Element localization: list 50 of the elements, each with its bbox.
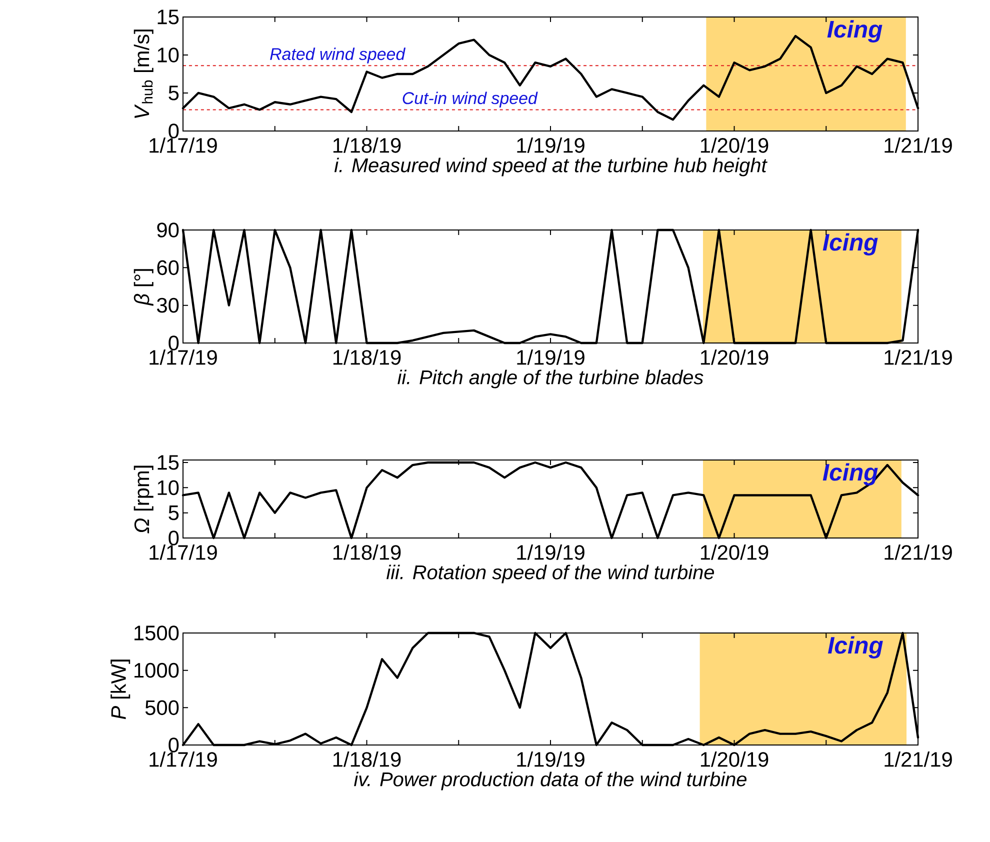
ref-line-label: Rated wind speed [270, 48, 406, 64]
y-tick-label: 5 [168, 506, 179, 520]
x-tick-label: 1/21/19 [884, 350, 952, 365]
y-tick-label: 5 [168, 86, 179, 100]
x-axis-title: iv. Power production data of the wind turbine [354, 772, 746, 790]
y-tick-label: 15 [158, 455, 179, 470]
y-tick-label: 90 [157, 222, 179, 238]
band-label: Icing [822, 233, 878, 256]
y-tick-label: 10 [158, 48, 179, 62]
y-tick-label: 10 [158, 480, 179, 496]
y-tick-label: 30 [157, 298, 179, 313]
x-tick-label: 1/20/19 [700, 544, 768, 560]
x-tick-label: 1/18/19 [333, 544, 401, 560]
y-tick-label: 1500 [134, 626, 179, 640]
y-tick-label: 500 [145, 700, 179, 716]
x-tick-label: 1/18/19 [333, 752, 401, 767]
x-tick-label: 1/17/19 [150, 138, 217, 153]
y-tick-label: 0 [168, 336, 179, 350]
band-label: Icing [827, 20, 882, 42]
x-tick-label: 1/17/19 [150, 350, 217, 365]
band-label: Icing [828, 636, 883, 658]
y-tick-label: 0 [168, 738, 179, 752]
x-tick-label: 1/21/19 [884, 138, 952, 153]
y-axis-title: Ω [rpm] [134, 466, 154, 534]
y-tick-label: 1000 [134, 662, 179, 678]
y-tick-label: 60 [157, 260, 179, 276]
x-tick-label: 1/17/19 [150, 752, 217, 767]
ref-line-label: Cut-in wind speed [402, 92, 538, 108]
y-tick-label: 15 [158, 10, 179, 24]
x-tick-label: 1/21/19 [884, 544, 952, 560]
x-tick-label: 1/20/19 [700, 350, 768, 365]
y-tick-label: 0 [168, 124, 179, 138]
y-axis-title: P [kW] [110, 660, 130, 720]
x-tick-label: 1/19/19 [517, 752, 584, 767]
x-tick-label: 1/18/19 [333, 138, 401, 153]
x-axis-title: iii. Rotation speed of the wind turbine [386, 564, 714, 584]
band-label: Icing [822, 463, 878, 486]
x-tick-label: 1/18/19 [333, 350, 401, 365]
x-tick-label: 1/20/19 [700, 752, 768, 767]
x-tick-label: 1/20/19 [700, 138, 768, 153]
y-tick-label: 0 [168, 530, 179, 546]
y-axis-title: β [°] [134, 269, 154, 306]
x-tick-label: 1/19/19 [517, 544, 584, 560]
y-axis-title: V$_{hub}$ [m/s] [134, 30, 154, 118]
x-tick-label: 1/21/19 [884, 752, 952, 767]
x-tick-label: 1/17/19 [150, 544, 217, 560]
x-axis-title: i. Measured wind speed at the turbine hub height [334, 158, 768, 176]
x-axis-title: ii. Pitch angle of the turbine blades [398, 370, 704, 388]
x-tick-label: 1/19/19 [517, 138, 584, 153]
x-tick-label: 1/19/19 [517, 350, 584, 365]
